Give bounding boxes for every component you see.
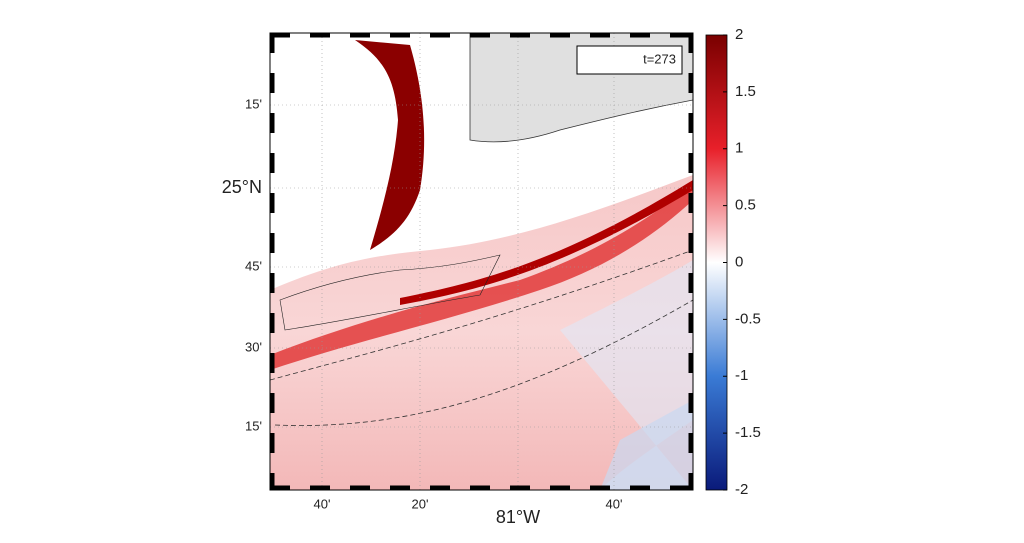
map-image xyxy=(270,33,693,490)
x-tick-label: 81°W xyxy=(496,507,540,527)
y-tick-label: 15' xyxy=(245,418,262,433)
x-tick-label: 40' xyxy=(314,496,331,511)
y-tick-label: 30' xyxy=(245,339,262,354)
colorbar-tick-label: -0.5 xyxy=(735,310,761,327)
annotation: t=273 xyxy=(643,51,676,66)
x-tick-label: 40' xyxy=(606,496,623,511)
colorbar-tick-label: 0.5 xyxy=(735,197,756,214)
y-tick-label: 15' xyxy=(245,96,262,111)
colorbar-tick-label: -1 xyxy=(735,367,748,384)
colorbar-tick-label: -1.5 xyxy=(735,424,761,441)
y-tick-label: 25°N xyxy=(222,177,262,197)
annotation-box xyxy=(576,45,683,75)
y-tick-label: 45' xyxy=(245,258,262,273)
colorbar-tick-label: 1 xyxy=(735,140,743,157)
colorbar-tick-label: -2 xyxy=(735,481,748,498)
map-frame xyxy=(269,32,694,491)
x-tick-label: 20' xyxy=(412,496,429,511)
colorbar-tick-label: 1.5 xyxy=(735,83,756,100)
colorbar-tick-label: 2 xyxy=(735,26,743,43)
colorbar-tick-label: 0 xyxy=(735,253,743,270)
